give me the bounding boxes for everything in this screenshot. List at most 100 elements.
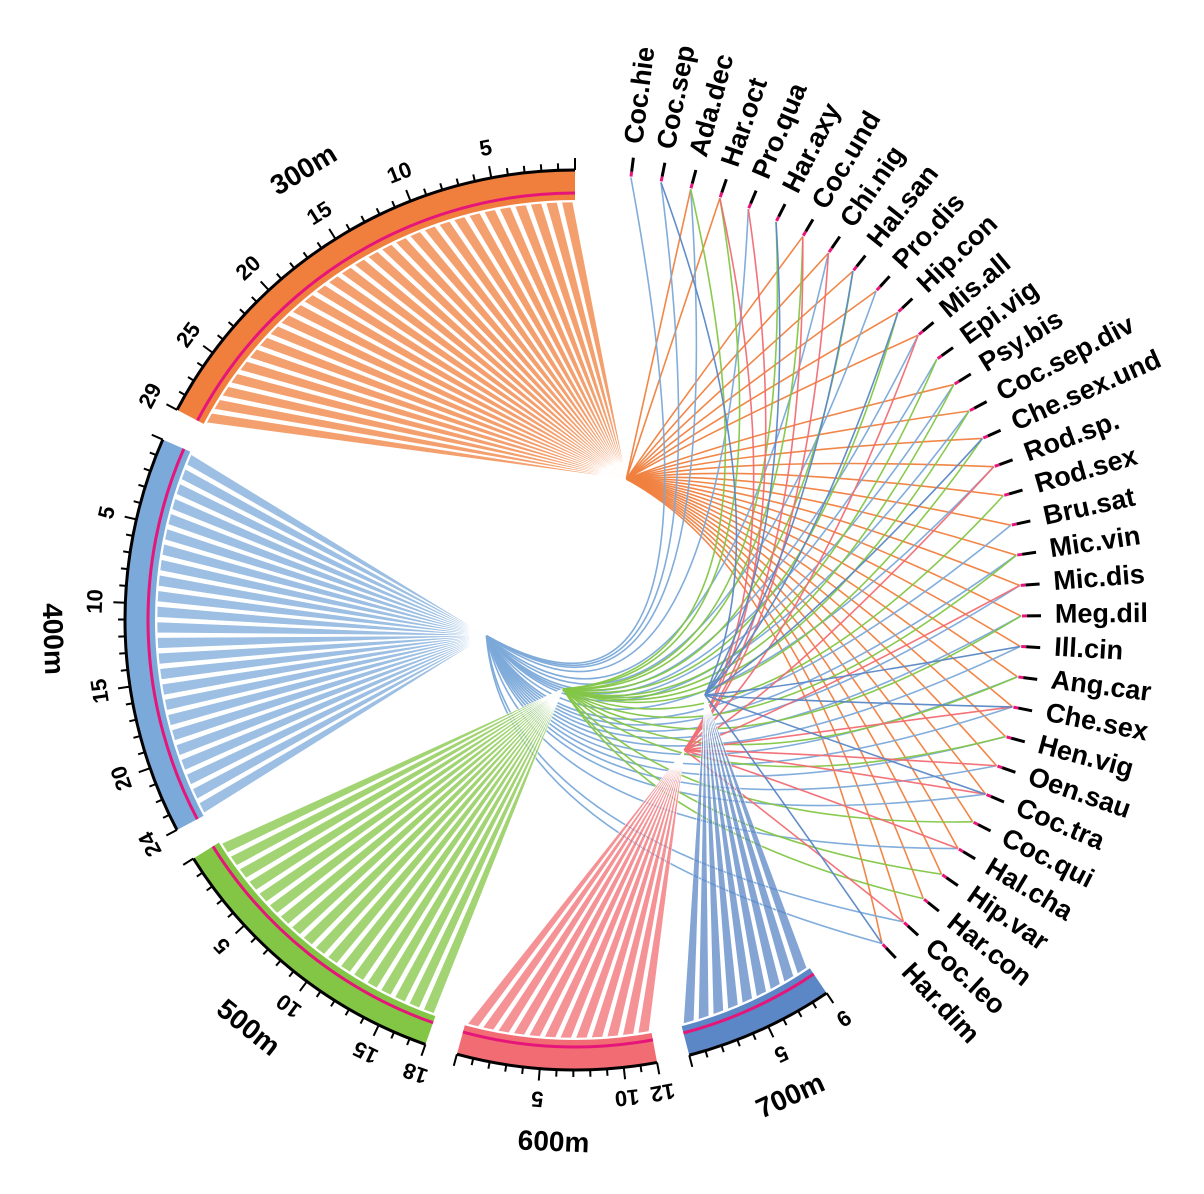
species-mark-pink-pro-qua	[747, 202, 753, 209]
tick-700m-2	[720, 1045, 725, 1053]
species-mark-pink-hip-con	[897, 307, 904, 313]
ribbon-link-500m-ang-car	[562, 676, 1018, 746]
ribbon-link-300m-ang-car	[626, 478, 1018, 678]
tick-300m-25	[202, 344, 214, 354]
tick-400m-16	[125, 702, 133, 706]
tick-label-400m-20: 20	[105, 763, 137, 794]
ribbon-link-300m-ada-dec	[625, 189, 692, 480]
segment-label-500m: 500m	[211, 993, 286, 1062]
segment-outer-line-400m	[123, 438, 179, 831]
ribbon-link-700m-har-axy	[704, 221, 781, 696]
tick-label-700m-9: 9	[832, 1005, 856, 1033]
tick-400m-4	[133, 500, 141, 505]
species-layer	[629, 157, 1041, 960]
ribbon-link-700m-che-sex-und	[704, 437, 983, 696]
species-mark-black-rod-sp	[998, 458, 1014, 467]
species-mark-pink-bru-sat	[1011, 522, 1017, 527]
species-mark-black-hip-var	[945, 876, 959, 887]
ribbon-link-300m-coc-qui	[626, 478, 974, 823]
species-mark-black-pro-dis	[879, 275, 891, 288]
tick-500m-14	[359, 1016, 365, 1025]
tick-500m-5	[234, 924, 246, 935]
species-mark-black-epi-vig	[940, 346, 954, 357]
ribbon-link-500m-coc-und	[562, 236, 804, 690]
tick-label-300m-5: 5	[477, 134, 494, 161]
tick-300m-13	[360, 215, 366, 223]
ribbon-link-400m-coc-hie	[485, 177, 666, 664]
tick-300m-7	[455, 178, 460, 186]
species-mark-black-coc-tra	[990, 795, 1005, 804]
species-mark-black-coc-hie	[630, 157, 635, 172]
ribbons-layer	[156, 177, 1022, 1039]
ribbon-link-700m-hip-con	[704, 312, 899, 696]
ribbon-link-400m-mis-all	[485, 334, 919, 691]
tick-400m-1	[149, 451, 157, 457]
species-mark-black-har-axy	[777, 203, 787, 218]
tick-label-400m-5: 5	[93, 504, 120, 522]
tick-label-500m-18: 18	[400, 1058, 431, 1090]
ribbon-link-400m-che-sex	[485, 635, 1013, 766]
species-mark-pink-har-axy	[775, 215, 781, 222]
tick-600m-11	[639, 1065, 643, 1073]
tick-400m-18	[133, 735, 141, 739]
tick-label-500m-10: 10	[271, 989, 306, 1024]
ribbon-link-500m-epi-vig	[562, 358, 938, 697]
tick-300m-19	[276, 273, 283, 280]
tick-300m-2	[539, 164, 543, 172]
tick-400m-0	[151, 433, 164, 441]
species-mark-pink-mis-all	[917, 330, 924, 336]
tick-500m-4	[227, 911, 234, 919]
tick-400m-24	[165, 829, 178, 837]
tick-300m-16	[316, 241, 323, 249]
tick-400m-8	[120, 567, 128, 571]
species-mark-black-che-sex-und	[987, 428, 1002, 438]
segment-label-300m: 300m	[265, 138, 342, 202]
ribbon-link-300m-hal-san	[625, 270, 854, 480]
ribbon-link-600m-coc-leo	[683, 749, 904, 923]
species-mark-black-mic-vin	[1021, 550, 1037, 556]
tick-500m-8	[275, 959, 282, 967]
tick-400m-19	[137, 751, 146, 756]
tick-400m-14	[120, 668, 128, 672]
segment-inner-line-500m	[211, 845, 434, 1025]
tick-500m-11	[315, 990, 322, 998]
tick-700m-8	[811, 1001, 818, 1009]
species-mark-pink-rod-sex	[1003, 492, 1010, 497]
tick-label-500m-5: 5	[209, 933, 236, 959]
tick-label-400m-10: 10	[82, 589, 108, 614]
tick-500m-1	[196, 871, 204, 878]
ribbon-link-700m-ill-cin	[704, 645, 1021, 696]
species-mark-pink-che-sex	[1013, 705, 1019, 710]
tick-400m-15	[117, 685, 131, 690]
species-label-meg-dil: Meg.dil	[1055, 598, 1148, 629]
tick-300m-6	[472, 174, 476, 182]
tick-400m-2	[143, 467, 151, 472]
segment-inner-line-600m	[462, 1030, 654, 1049]
species-mark-pink-oen-sau	[996, 764, 1003, 770]
tick-300m-23	[227, 321, 235, 328]
tick-400m-22	[155, 798, 163, 804]
tick-600m-10	[622, 1067, 627, 1080]
tick-700m-5	[767, 1025, 775, 1038]
species-mark-black-har-oct	[720, 178, 728, 193]
tick-300m-17	[302, 251, 309, 259]
tick-500m-0	[182, 857, 194, 866]
tick-400m-17	[129, 718, 137, 723]
tick-500m-7	[262, 948, 269, 955]
tick-300m-14	[345, 223, 351, 231]
segment-label-400m: 400m	[37, 603, 71, 676]
ribbon-link-500m-hip-con	[562, 312, 899, 694]
ribbon-link-400m-epi-vig	[485, 358, 938, 695]
species-mark-black-coc-qui	[977, 823, 992, 833]
species-mark-pink-hip-var	[941, 873, 948, 879]
ribbon-link-300m-coc-sep-div	[626, 410, 970, 480]
tick-label-600m-12: 12	[648, 1078, 677, 1107]
species-mark-pink-coc-sep-div	[969, 406, 975, 412]
species-mark-pink-har-oct	[718, 192, 724, 198]
tick-300m-5	[488, 165, 493, 179]
segment-outer-line-600m	[456, 1052, 658, 1072]
species-mark-pink-mic-vin	[1017, 552, 1023, 557]
species-mark-pink-hal-san	[852, 265, 858, 272]
tick-500m-15	[372, 1024, 380, 1037]
